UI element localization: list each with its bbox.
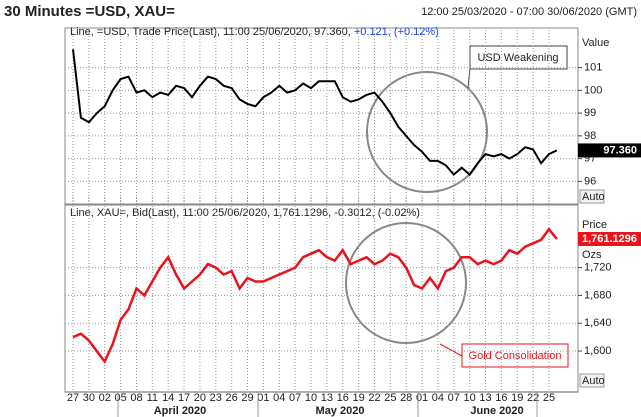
x-tick-label: 13	[479, 392, 491, 404]
x-tick-label: 08	[130, 392, 142, 404]
y-tick-label: 1,600	[584, 345, 612, 357]
month-label: May 2020	[316, 405, 365, 417]
legend-entry: Line, =USD, Trade Price(Last), 11:00 25/…	[70, 26, 351, 38]
y-tick-label: 1,680	[584, 289, 612, 301]
y-tick-label: 96	[584, 175, 596, 187]
last-value-box	[578, 231, 641, 246]
y-tick-label: 98	[584, 130, 596, 142]
date-range: 12:00 25/03/2020 - 07:00 30/06/2020 (GMT…	[421, 6, 637, 18]
x-tick-label: 01	[257, 392, 269, 404]
top-panel	[64, 27, 579, 205]
y-tick-label: 1,640	[584, 317, 612, 329]
x-tick-label: 27	[67, 392, 79, 404]
y-axis-label: Value	[582, 37, 609, 49]
y-tick-label: 101	[584, 61, 602, 73]
x-tick-label: 17	[178, 392, 190, 404]
x-tick-label: 30	[83, 392, 95, 404]
auto-button-label[interactable]: Auto	[582, 191, 605, 203]
last-value-label: 1,761.1296	[582, 233, 637, 245]
x-tick-label: 14	[162, 392, 174, 404]
x-tick-label: 05	[114, 392, 126, 404]
legend-entry: Line, XAU=, Bid(Last), 11:00 25/06/2020,…	[70, 207, 420, 219]
last-value-label: 97.360	[603, 144, 637, 156]
auto-button[interactable]	[579, 373, 605, 388]
x-tick-label: 25	[384, 392, 396, 404]
annotation-box	[461, 343, 569, 368]
highlight-circle	[366, 71, 488, 193]
month-label: June 2020	[470, 405, 523, 417]
x-tick-label: 10	[305, 392, 317, 404]
line-series	[72, 49, 558, 177]
x-tick-label: 13	[321, 392, 333, 404]
annotation-pointer	[439, 343, 463, 357]
annotation-pointer	[467, 67, 471, 89]
chart-title: 30 Minutes =USD, XAU=	[4, 3, 175, 20]
month-label: April 2020	[154, 405, 207, 417]
x-tick-label: 11	[147, 392, 158, 404]
x-tick-label: 07	[289, 392, 301, 404]
x-tick-label: 16	[495, 392, 507, 404]
x-tick-label: 04	[273, 392, 285, 404]
y-axis-unit: Ozs	[582, 249, 602, 261]
x-tick-label: 22	[368, 392, 380, 404]
x-tick-label: 16	[337, 392, 349, 404]
x-tick-label: 25	[543, 392, 555, 404]
y-tick-label: 99	[584, 107, 596, 119]
x-tick-label: 22	[527, 392, 539, 404]
x-tick-label: 20	[194, 392, 206, 404]
y-axis-label: Price	[582, 219, 607, 231]
highlight-circle	[345, 222, 467, 344]
x-tick-label: 29	[241, 392, 253, 404]
legend-change: +0.121, (+0.12%)	[354, 26, 439, 38]
y-tick-label: 100	[584, 84, 602, 96]
annotation: USD Weakening	[477, 52, 558, 64]
x-tick-label: 23	[210, 392, 222, 404]
y-tick-label: 1,720	[584, 262, 612, 274]
x-tick-label: 10	[464, 392, 476, 404]
auto-button-label[interactable]: Auto	[582, 375, 605, 387]
x-tick-label: 02	[99, 392, 111, 404]
legend: Line, =USD, Trade Price(Last), 11:00 25/…	[70, 26, 439, 38]
x-tick-label: 01	[416, 392, 428, 404]
last-value-box	[578, 143, 641, 158]
line-series	[72, 227, 558, 364]
x-tick-label: 28	[400, 392, 412, 404]
auto-button[interactable]	[579, 189, 605, 204]
x-tick-label: 19	[352, 392, 364, 404]
annotation: Gold Consolidation	[469, 350, 562, 362]
x-tick-label: 07	[448, 392, 460, 404]
x-tick-label: 26	[226, 392, 238, 404]
x-tick-label: 04	[432, 392, 444, 404]
x-tick-label: 19	[511, 392, 523, 404]
